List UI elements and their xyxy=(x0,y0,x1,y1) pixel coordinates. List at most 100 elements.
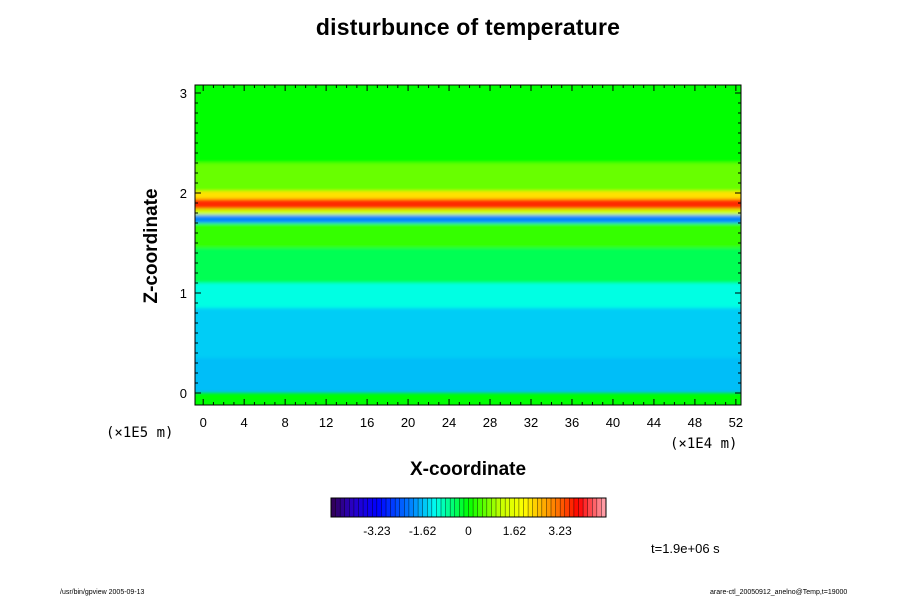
colorbar-cell xyxy=(340,498,346,517)
colorbar-cell xyxy=(500,498,506,517)
y-tick-label: 2 xyxy=(180,186,187,201)
colorbar-cell xyxy=(445,498,451,517)
colorbar-cell xyxy=(514,498,520,517)
heatmap-band xyxy=(195,163,741,191)
heatmap-band xyxy=(195,199,741,209)
colorbar-cell xyxy=(551,498,556,517)
heatmap-band xyxy=(195,209,741,215)
x-tick-label: 24 xyxy=(442,415,456,430)
footer-left: /usr/bin/gpview 2005-09-13 xyxy=(60,589,145,596)
colorbar-cell xyxy=(573,498,579,517)
colorbar-cell xyxy=(473,498,478,517)
colorbar: -3.23 -1.62 0 1.62 3.23 xyxy=(330,497,607,538)
colorbar-cell xyxy=(523,498,529,517)
x-ticks: 0 4 8 12 16 20 24 28 32 36 40 44 48 52 xyxy=(200,85,743,430)
colorbar-cell xyxy=(436,498,442,517)
colorbar-cell xyxy=(509,498,515,517)
colorbar-cell xyxy=(335,498,341,517)
colorbar-cell xyxy=(431,498,437,517)
x-unit-label: (×1E4 m) xyxy=(670,436,738,452)
heatmap-band xyxy=(195,85,741,163)
colorbar-tick-label: 1.62 xyxy=(503,524,527,538)
y-tick-label: 1 xyxy=(180,286,187,301)
colorbar-tick-label: -1.62 xyxy=(409,524,437,538)
colorbar-cell xyxy=(386,498,391,517)
colorbar-cell xyxy=(450,498,456,517)
x-axis-label: X-coordinate xyxy=(409,459,527,480)
colorbar-cell xyxy=(468,498,474,517)
x-tick-label: 16 xyxy=(360,415,374,430)
colorbar-cell xyxy=(486,498,492,517)
colorbar-cell xyxy=(454,498,460,517)
x-tick-label: 8 xyxy=(282,415,289,430)
colorbar-tick-label: 0 xyxy=(465,524,472,538)
x-tick-label: 4 xyxy=(241,415,248,430)
colorbar-cell xyxy=(477,498,483,517)
x-tick-label: 28 xyxy=(483,415,497,430)
colorbar-cell xyxy=(418,498,423,517)
colorbar-cell xyxy=(564,498,570,517)
colorbar-cell xyxy=(491,498,497,517)
time-label: t=1.9e+06 s xyxy=(651,541,720,556)
colorbar-cell xyxy=(583,498,588,517)
heatmap-band xyxy=(195,215,741,223)
heatmap-band xyxy=(195,358,741,393)
colorbar-cell xyxy=(463,498,469,517)
colorbar-cell xyxy=(399,498,405,517)
colorbar-cell xyxy=(441,498,446,517)
colorbar-cell xyxy=(353,498,359,517)
x-tick-label: 36 xyxy=(565,415,579,430)
colorbar-cell xyxy=(560,498,566,517)
heatmap-band xyxy=(195,248,741,283)
colorbar-cell xyxy=(372,498,378,517)
x-tick-label: 32 xyxy=(524,415,538,430)
heatmap-bands xyxy=(195,85,741,393)
y-tick-label: 0 xyxy=(180,386,187,401)
colorbar-cell xyxy=(532,498,538,517)
plot-frame xyxy=(194,84,742,406)
colorbar-cell xyxy=(413,498,419,517)
heatmap-band xyxy=(195,283,741,308)
heatmap-band xyxy=(195,308,741,358)
colorbar-cell xyxy=(546,498,552,517)
colorbar-cell xyxy=(555,498,561,517)
colorbar-cell xyxy=(601,498,607,517)
colorbar-cell xyxy=(528,498,533,517)
colorbar-frame xyxy=(330,497,607,518)
colorbar-cell xyxy=(408,498,414,517)
colorbar-cell xyxy=(537,498,543,517)
colorbar-cell xyxy=(395,498,401,517)
colorbar-cell xyxy=(390,498,396,517)
colorbar-cell xyxy=(363,498,368,517)
colorbar-cell xyxy=(404,498,410,517)
colorbar-cell xyxy=(578,498,584,517)
colorbar-cell xyxy=(344,498,350,517)
colorbar-cell xyxy=(367,498,373,517)
colorbar-cell xyxy=(459,498,465,517)
colorbar-cell xyxy=(518,498,524,517)
colorbar-cell xyxy=(482,498,488,517)
colorbar-cell xyxy=(376,498,382,517)
heatmap-field xyxy=(195,85,741,405)
colorbar-tick-label: -3.23 xyxy=(363,524,391,538)
colorbar-cell xyxy=(427,498,433,517)
heatmap-band xyxy=(195,191,741,199)
chart-title: disturbunce of temperature xyxy=(315,14,621,40)
colorbar-cell xyxy=(569,498,575,517)
colorbar-tick-label: 3.23 xyxy=(548,524,572,538)
colorbar-cell xyxy=(349,498,355,517)
x-tick-label: 40 xyxy=(606,415,620,430)
x-tick-label: 52 xyxy=(729,415,743,430)
colorbar-cell xyxy=(592,498,598,517)
footer-right: arare-ctl_20050912_anelno@Temp,t=19000 xyxy=(710,589,848,596)
colorbar-cell xyxy=(541,498,547,517)
y-ticks: 0 1 2 3 xyxy=(180,86,741,401)
colorbar-cell xyxy=(381,498,387,517)
heatmap-band xyxy=(195,223,741,248)
colorbar-cell xyxy=(596,498,602,517)
colorbar-cell xyxy=(496,498,501,517)
y-tick-label: 3 xyxy=(180,86,187,101)
x-tick-label: 44 xyxy=(647,415,661,430)
z-unit-label: (×1E5 m) xyxy=(106,425,174,441)
colorbar-cell xyxy=(358,498,364,517)
